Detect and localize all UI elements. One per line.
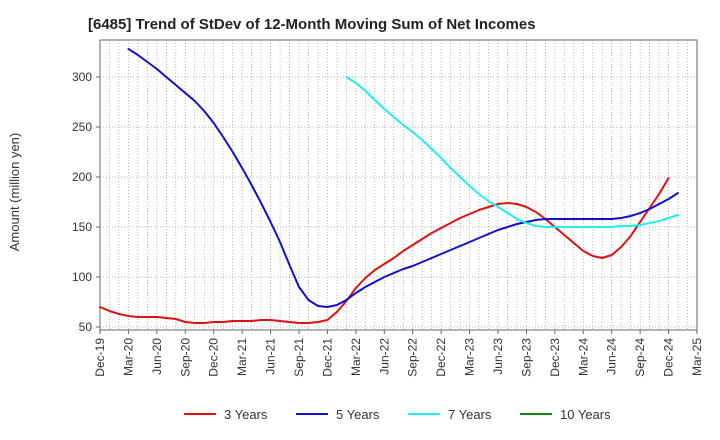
legend-item-10-years: 10 Years xyxy=(520,407,611,422)
x-tick-label: Dec-24 xyxy=(662,338,676,377)
plot-frame xyxy=(99,39,698,331)
y-tick-label: 100 xyxy=(72,270,92,284)
x-tick-label: Mar-21 xyxy=(235,338,249,376)
y-tick-label: 50 xyxy=(79,320,93,334)
x-tick-label: Mar-25 xyxy=(690,338,704,376)
series-line-3-years xyxy=(99,177,670,324)
legend: 3 Years 5 Years 7 Years 10 Years xyxy=(184,407,611,422)
series-lines xyxy=(99,48,679,324)
legend-item-5-years: 5 Years xyxy=(296,407,380,422)
x-tick-label: Jun-24 xyxy=(605,338,619,375)
legend-label: 5 Years xyxy=(336,407,380,422)
x-tick-label: Mar-20 xyxy=(121,338,135,376)
x-tick-label: Mar-23 xyxy=(463,338,477,376)
series-line-5-years xyxy=(127,48,679,308)
y-tick-label: 250 xyxy=(72,120,92,134)
chart-title: [6485] Trend of StDev of 12-Month Moving… xyxy=(88,16,536,33)
x-tick-label: Dec-21 xyxy=(320,338,334,377)
legend-label: 3 Years xyxy=(224,407,268,422)
y-tick-label: 300 xyxy=(72,70,92,84)
y-tick-label: 150 xyxy=(72,220,92,234)
x-tick-label: Jun-22 xyxy=(377,338,391,375)
x-tick-label: Sep-23 xyxy=(519,338,533,377)
axes: 50 100 150 200 250 300 Dec-19 Mar-20 Jun-20 Sep-2… xyxy=(7,39,704,377)
x-tick-label: Dec-22 xyxy=(434,338,448,377)
x-tick-label: Sep-21 xyxy=(292,338,306,377)
y-axis-label: Amount (million yen) xyxy=(7,133,22,252)
legend-item-3-years: 3 Years xyxy=(184,407,268,422)
x-tick-label: Dec-23 xyxy=(548,338,562,377)
x-tick-label: Jun-20 xyxy=(150,338,164,375)
y-tick-label: 200 xyxy=(72,170,92,184)
x-tick-label: Sep-22 xyxy=(406,338,420,377)
legend-label: 10 Years xyxy=(560,407,611,422)
x-tick-label: Sep-24 xyxy=(633,338,647,377)
series-line-7-years xyxy=(345,76,679,228)
x-tick-label: Mar-22 xyxy=(349,338,363,376)
grid xyxy=(99,40,698,330)
legend-item-7-years: 7 Years xyxy=(408,407,492,422)
x-tick-label: Jun-21 xyxy=(264,338,278,375)
x-tick-label: Dec-19 xyxy=(93,338,107,377)
x-tick-label: Sep-20 xyxy=(178,338,192,377)
x-tick-label: Dec-20 xyxy=(207,338,221,377)
x-tick-label: Mar-24 xyxy=(576,338,590,376)
x-tick-label: Jun-23 xyxy=(491,338,505,375)
legend-label: 7 Years xyxy=(448,407,492,422)
